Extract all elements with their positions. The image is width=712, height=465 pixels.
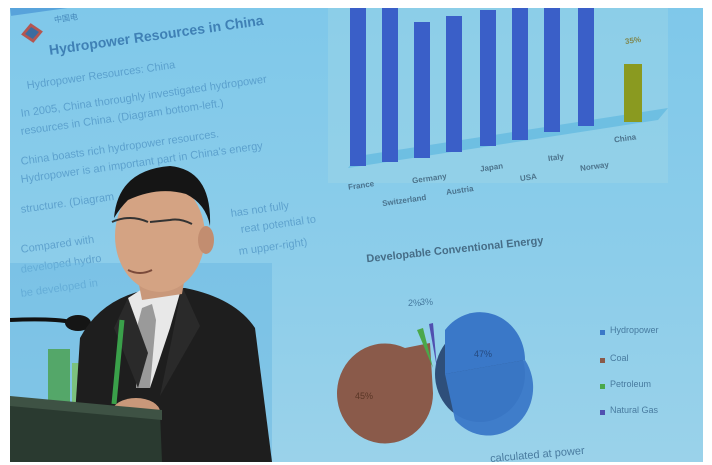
conference-photo: 中国电 Hydropower Resources in China Hydrop… — [10, 8, 703, 462]
pie-slice-coal — [337, 343, 434, 444]
eyeglasses — [111, 217, 193, 225]
bar-germany — [414, 22, 430, 158]
pie-chart — [337, 312, 534, 444]
company-logo-icon — [19, 20, 46, 45]
lanyard — [111, 319, 125, 405]
pie-slice-hydropower — [445, 312, 525, 374]
bar-japan — [480, 10, 496, 146]
pie-slice-label: 3% — [420, 297, 434, 307]
bar-switzerland — [382, 8, 398, 162]
legend-swatch-petroleum — [600, 384, 605, 389]
speaker-hair — [114, 166, 211, 226]
bar-china — [624, 64, 642, 122]
legend-label: Hydropower — [610, 325, 659, 335]
bar-france — [350, 8, 366, 166]
pie-slice-label: 47% — [474, 349, 493, 359]
pie-slice-label: 2% — [408, 298, 422, 308]
legend-label: Petroleum — [610, 379, 652, 389]
bar-chart — [328, 8, 668, 183]
pie-slice-natural-gas — [429, 323, 437, 368]
legend-swatch-natural-gas — [600, 410, 605, 415]
speaker-face — [115, 180, 205, 292]
bar-usa — [512, 8, 528, 140]
microphone-icon — [65, 315, 91, 331]
legend-label: Natural Gas — [610, 405, 659, 415]
pie-slice-petroleum — [417, 328, 433, 368]
speaker-figure — [10, 166, 272, 462]
pie-slice-label: 45% — [355, 391, 374, 401]
legend-swatch-coal — [600, 358, 605, 363]
microphone-stand — [10, 317, 73, 324]
bar-norway — [578, 8, 594, 126]
legend-swatch-hydropower — [600, 330, 605, 335]
legend-label: Coal — [610, 353, 629, 363]
bar-austria — [446, 16, 462, 152]
bar-italy — [544, 8, 560, 132]
